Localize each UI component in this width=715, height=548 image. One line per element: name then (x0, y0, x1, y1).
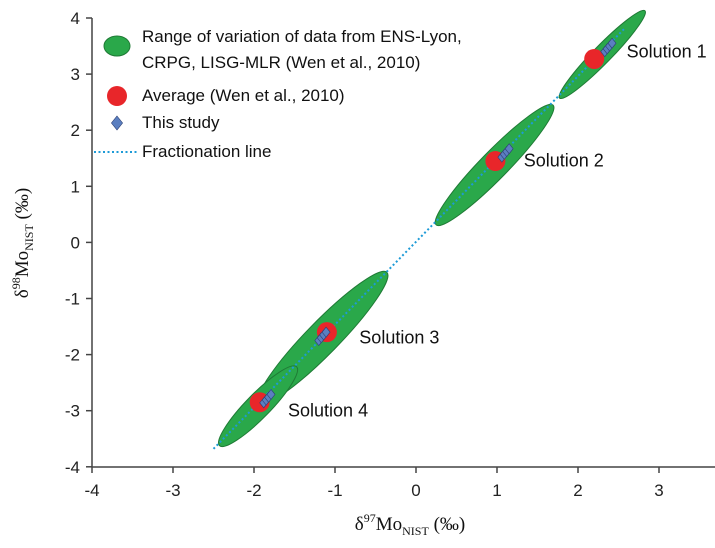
legend: Range of variation of data from ENS-Lyon… (94, 27, 462, 161)
axes (86, 17, 715, 473)
solution-label-3: Solution 3 (359, 327, 439, 347)
range-ellipses (218, 9, 646, 448)
fractionation-line (212, 27, 626, 450)
y-tick-label-2: 2 (71, 121, 80, 140)
solution-label-2: Solution 2 (524, 151, 604, 171)
this-study-points (259, 37, 617, 409)
y-tick-label--3: -3 (65, 402, 80, 421)
x-tick-label--3: -3 (165, 481, 180, 500)
x-tick-label-1: 1 (492, 481, 501, 500)
y-tick-label--4: -4 (65, 458, 80, 477)
legend-this-study-symbol (111, 115, 123, 131)
average-point-1 (584, 48, 605, 69)
y-tick-label-1: 1 (71, 177, 80, 196)
x-axis-title: δ97MoNIST (‰) (355, 511, 465, 538)
legend-label-fractionation_line: Fractionation line (142, 142, 271, 161)
x-tick-label-3: 3 (654, 481, 663, 500)
x-tick-label--2: -2 (246, 481, 261, 500)
this-study-point-8 (504, 143, 514, 155)
annotations: Solution 1 Solution 2 Solution 3 Solution 4 (288, 41, 707, 420)
legend-label-average: Average (Wen et al., 2010) (142, 86, 345, 105)
this-study-point-12 (321, 326, 331, 338)
legend-average-symbol (107, 86, 127, 106)
this-study-point-4 (607, 37, 617, 49)
y-tick-label--2: -2 (65, 346, 80, 365)
solution-label-4: Solution 4 (288, 400, 368, 420)
y-tick-label-3: 3 (71, 65, 80, 84)
x-tick-label--1: -1 (327, 481, 342, 500)
x-tick-label-0: 0 (411, 481, 420, 500)
legend-label-this_study: This study (142, 113, 220, 132)
solution-label-1: Solution 1 (627, 41, 707, 61)
y-tick-label-0: 0 (71, 233, 80, 252)
y-axis-title: δ98MoNIST (‰) (9, 188, 36, 298)
y-tick-label-4: 4 (71, 9, 80, 28)
x-tick-label--4: -4 (84, 481, 99, 500)
legend-label-range-2: CRPG, LISG-MLR (Wen et al., 2010) (142, 53, 420, 72)
x-tick-label-2: 2 (573, 481, 582, 500)
legend-range-symbol (103, 35, 131, 57)
y-tick-label--1: -1 (65, 290, 80, 309)
legend-label-range-1: Range of variation of data from ENS-Lyon… (142, 27, 462, 46)
tick-labels: -4 -3 -2 -1 0 1 2 3 -4 -3 -2 -1 0 1 2 3 4 (65, 9, 664, 500)
fractionation-line-layer (212, 27, 626, 450)
this-study-point-16 (266, 388, 276, 400)
